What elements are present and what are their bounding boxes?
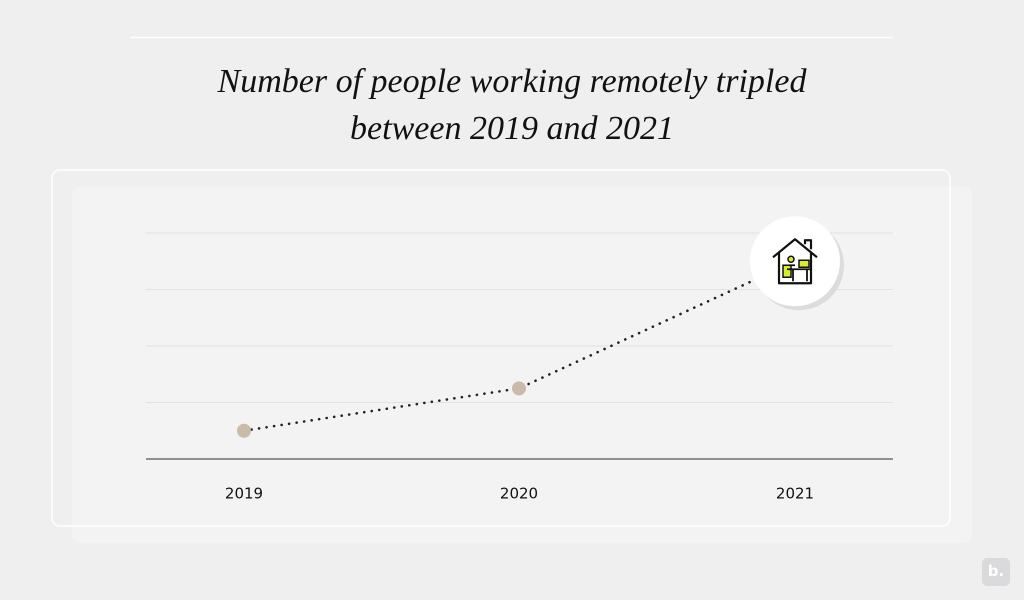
- point: [512, 381, 526, 396]
- head: [787, 255, 795, 263]
- point: [237, 423, 251, 438]
- brand-logo: b.: [982, 558, 1010, 586]
- chart-title: Number of people working remotely triple…: [217, 63, 807, 147]
- x-tick-label: 2019: [225, 485, 263, 503]
- remote-work-icon: [772, 238, 818, 285]
- card: [51, 169, 951, 527]
- card-shadow: [72, 187, 972, 543]
- x-tick-label: 2020: [500, 485, 538, 503]
- house: [772, 238, 818, 285]
- x-tick-label: 2021: [776, 485, 814, 503]
- desk: [787, 264, 811, 282]
- chair: [782, 264, 792, 278]
- point-badge: [750, 216, 840, 307]
- laptop: [798, 259, 810, 268]
